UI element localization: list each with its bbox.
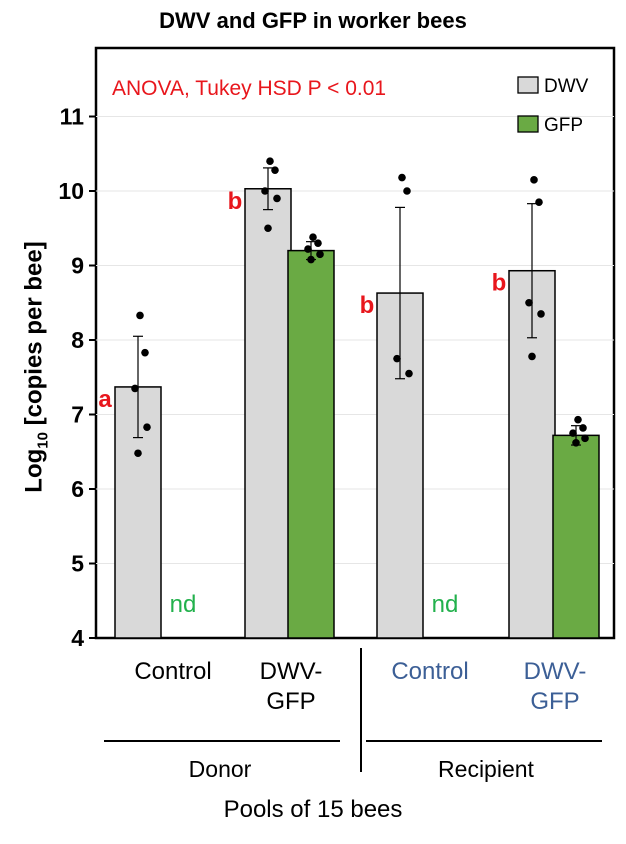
- data-point-dwv-3: [530, 176, 538, 184]
- data-point-dwv-1: [266, 157, 274, 165]
- plot-frame: [94, 46, 616, 640]
- category-label-donor-dwv-gfp: DWV- GFP: [259, 658, 323, 715]
- data-point-gfp-1: [314, 239, 322, 247]
- significance-letter-2: b: [360, 292, 375, 319]
- data-point-dwv-2: [393, 354, 401, 363]
- legend-label-gfp: GFP: [544, 115, 583, 136]
- anova-annotation: ANOVA, Tukey HSD P < 0.01: [112, 77, 386, 100]
- y-tick-label-11: 11: [60, 104, 85, 130]
- category-label-recipient-dwv-gfp: DWV- GFP: [523, 658, 587, 715]
- y-tick-label-6: 6: [71, 476, 84, 502]
- data-point-gfp-3: [579, 424, 587, 432]
- x-axis-label: Pools of 15 bees: [223, 796, 403, 823]
- data-point-dwv-1: [271, 166, 279, 174]
- section-label-donor: Donor: [188, 756, 252, 782]
- data-point-dwv-0: [141, 348, 149, 357]
- y-axis-label-main: Log: [20, 448, 48, 493]
- data-point-gfp-1: [316, 250, 324, 259]
- section-label-recipient: Recipient: [438, 756, 534, 782]
- data-point-gfp-3: [569, 429, 577, 437]
- bar-dwv-1: [244, 188, 292, 639]
- legend-swatch-gfp: [517, 115, 539, 133]
- data-point-dwv-3: [525, 298, 533, 307]
- data-point-dwv-1: [264, 224, 272, 233]
- bar-gfp-1: [287, 249, 335, 639]
- nd-label-gfp-2: nd: [432, 591, 459, 618]
- data-point-gfp-1: [307, 255, 315, 264]
- data-point-gfp-1: [304, 245, 312, 253]
- data-point-dwv-0: [134, 449, 142, 458]
- data-point-dwv-0: [136, 311, 144, 320]
- legend-swatch-dwv: [517, 76, 539, 94]
- y-tick-label-8: 8: [71, 327, 84, 353]
- y-axis-label-rest: [copies per bee]: [20, 241, 48, 433]
- data-point-dwv-0: [143, 423, 151, 431]
- data-point-gfp-3: [581, 434, 589, 443]
- data-point-dwv-3: [537, 310, 545, 318]
- data-point-dwv-2: [403, 187, 411, 195]
- data-point-gfp-3: [574, 415, 582, 424]
- data-point-dwv-2: [405, 369, 413, 378]
- data-point-gfp-1: [309, 233, 317, 241]
- category-label-recipient-control: Control: [391, 658, 469, 685]
- bar-gfp-3: [552, 434, 600, 639]
- data-point-dwv-3: [535, 198, 543, 206]
- y-tick-label-10: 10: [58, 178, 84, 204]
- y-tick-label-5: 5: [71, 551, 84, 577]
- data-point-dwv-1: [261, 187, 269, 195]
- nd-label-gfp-0: nd: [170, 591, 197, 618]
- y-tick-label-7: 7: [71, 402, 84, 428]
- legend-label-dwv: DWV: [544, 76, 589, 97]
- data-point-dwv-2: [398, 173, 406, 182]
- significance-letter-1: b: [228, 188, 243, 215]
- y-tick-label-4: 4: [71, 625, 84, 651]
- y-tick-label-9: 9: [71, 253, 84, 279]
- y-axis-label: Log10 [copies per bee]: [21, 241, 52, 492]
- data-point-dwv-3: [528, 352, 536, 361]
- category-label-donor-control: Control: [134, 658, 212, 685]
- data-point-dwv-0: [131, 384, 139, 393]
- significance-letter-0: a: [98, 386, 112, 413]
- y-axis-label-subscript: 10: [34, 432, 52, 449]
- significance-letter-3: b: [492, 270, 507, 297]
- chart-title: DWV and GFP in worker bees: [159, 8, 467, 33]
- data-point-gfp-3: [572, 439, 580, 447]
- data-point-dwv-1: [273, 194, 281, 203]
